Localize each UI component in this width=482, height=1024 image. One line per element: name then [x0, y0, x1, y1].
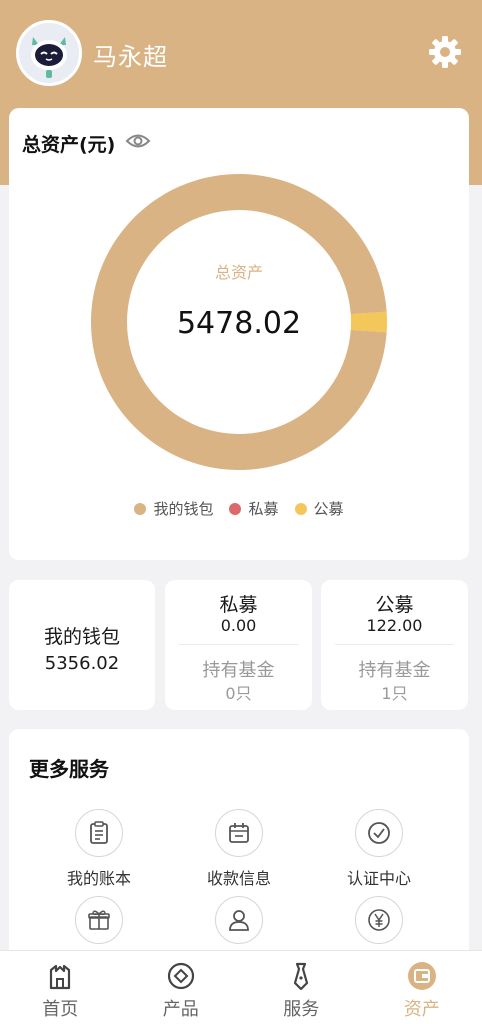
wallet-label: 我的钱包 — [43, 626, 120, 648]
avatar[interactable] — [16, 20, 82, 86]
check-circle-icon — [368, 822, 390, 844]
service-label: 认证中心 — [346, 869, 411, 888]
service-ledger[interactable]: 我的账本 — [39, 809, 159, 889]
toggle-visibility-button[interactable] — [125, 130, 151, 152]
asset-donut-chart — [91, 174, 388, 471]
tab-label: 首页 — [42, 999, 79, 1020]
fund-value: 0.00 — [220, 616, 257, 635]
total-assets-card: 总资产(元) 总资产 5478.02 我的钱包 私募 公募 — [9, 108, 469, 560]
tab-home[interactable]: 首页 — [0, 951, 121, 1024]
legend-item: 我的钱包 — [134, 498, 213, 519]
calendar-icon — [229, 823, 249, 843]
gift-icon — [88, 910, 110, 930]
wallet-value: 5356.02 — [44, 653, 120, 674]
more-services-card: 更多服务 我的账本 收款信息 — [9, 729, 469, 969]
tie-icon — [294, 962, 309, 991]
legend-dot — [134, 502, 147, 515]
bottom-tab-bar: 首页 产品 服务 资产 — [0, 950, 482, 1024]
wallet-icon — [407, 962, 436, 990]
donut-center-label: 总资产 — [214, 263, 263, 282]
legend-label: 我的钱包 — [153, 500, 214, 518]
service-payment-info[interactable]: 收款信息 — [179, 809, 299, 889]
service-label: 收款信息 — [206, 869, 271, 888]
home-icon — [50, 964, 71, 990]
legend-dot — [294, 502, 307, 515]
service-yuan[interactable] — [319, 896, 439, 952]
wallet-card[interactable]: 我的钱包 5356.02 — [9, 580, 155, 710]
service-certification[interactable]: 认证中心 — [319, 809, 439, 889]
fund-holding-label: 持有基金 — [202, 660, 275, 681]
legend-dot — [229, 502, 242, 515]
fund-name: 公募 — [375, 594, 414, 616]
divider — [179, 644, 298, 645]
legend-label: 公募 — [313, 500, 344, 518]
eye-icon — [125, 134, 151, 148]
user-icon — [229, 910, 249, 931]
clipboard-icon — [90, 821, 108, 844]
total-assets-title: 总资产(元) — [22, 134, 116, 156]
tab-label: 服务 — [283, 999, 320, 1020]
fund-holding-count: 1只 — [381, 684, 408, 703]
tab-label: 资产 — [403, 999, 440, 1020]
fund-value: 122.00 — [366, 616, 423, 635]
legend-item: 公募 — [294, 498, 344, 519]
service-label: 我的账本 — [66, 869, 131, 888]
donut-center-value: 5478.02 — [176, 306, 302, 341]
robot-avatar-icon — [19, 23, 79, 83]
public-fund-card[interactable]: 公募 122.00 持有基金 1只 — [321, 580, 468, 710]
private-fund-card[interactable]: 私募 0.00 持有基金 0只 — [165, 580, 312, 710]
yuan-icon — [368, 909, 390, 931]
service-gift[interactable] — [39, 896, 159, 952]
fund-holding-count: 0只 — [225, 684, 252, 703]
legend-item: 私募 — [229, 498, 279, 519]
tab-label: 产品 — [162, 999, 199, 1020]
product-icon — [167, 962, 194, 990]
fund-holding-label: 持有基金 — [358, 660, 431, 681]
service-profile[interactable] — [179, 896, 299, 952]
services-title: 更多服务 — [29, 757, 109, 781]
gear-icon — [429, 36, 461, 68]
fund-name: 私募 — [219, 594, 258, 616]
user-name: 马永超 — [93, 43, 168, 71]
header: 马永超 — [0, 0, 482, 108]
divider — [335, 644, 454, 645]
tab-products[interactable]: 产品 — [121, 951, 242, 1024]
tab-services[interactable]: 服务 — [241, 951, 362, 1024]
legend-label: 私募 — [248, 500, 279, 518]
settings-button[interactable] — [427, 34, 463, 70]
chart-legend: 我的钱包 私募 公募 — [9, 498, 469, 519]
donut-slice-2 — [350, 311, 388, 333]
tab-assets[interactable]: 资产 — [362, 951, 482, 1024]
